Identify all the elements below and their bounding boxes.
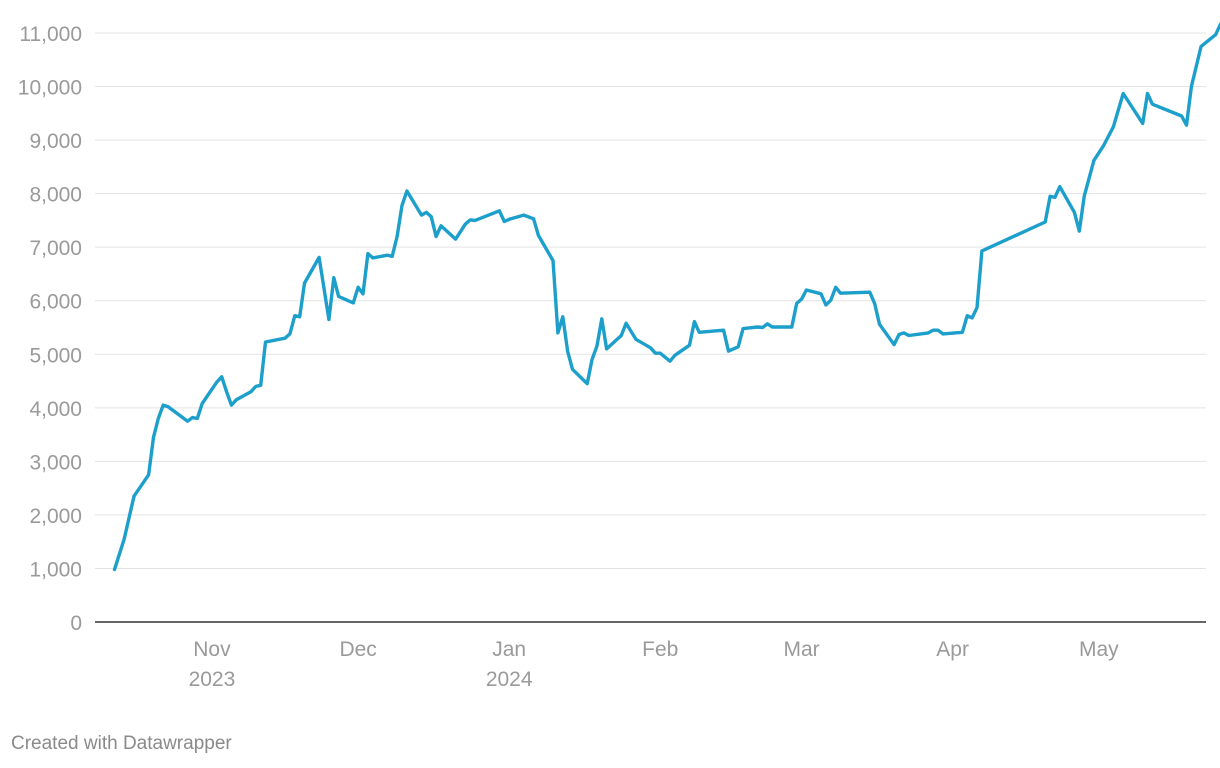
y-tick-label: 4,000 (29, 398, 82, 421)
x-tick-sublabel: 2024 (486, 668, 533, 691)
y-tick-label: 5,000 (29, 344, 82, 367)
y-tick-label: 0 (70, 612, 82, 635)
x-axis-tick-labels: Nov 2023 Dec Jan 2024 Feb Mar Apr May (189, 638, 1120, 691)
y-tick-label: 7,000 (29, 237, 82, 260)
y-tick-label: 11,000 (19, 23, 82, 46)
y-tick-label: 6,000 (29, 291, 82, 314)
x-tick-label: Nov (193, 638, 231, 661)
y-tick-label: 10,000 (18, 77, 82, 100)
datawrapper-credit: Created with Datawrapper (11, 733, 232, 754)
y-tick-label: 8,000 (29, 184, 82, 207)
y-tick-label: 9,000 (29, 130, 82, 153)
y-tick-label: 1,000 (29, 558, 82, 581)
gridlines (95, 32, 1206, 569)
x-tick-label: Feb (642, 638, 678, 661)
line-chart: 0 1,000 2,000 3,000 4,000 5,000 6,000 7,000 8,00… (18, 22, 1220, 691)
series-lines (112, 22, 1220, 572)
x-tick-label: Dec (339, 638, 376, 661)
x-tick-label: Mar (783, 638, 819, 661)
series-line (112, 22, 1220, 572)
y-tick-label: 2,000 (29, 505, 82, 528)
x-tick-label: May (1079, 638, 1119, 661)
x-tick-label: Jan (492, 638, 526, 661)
x-tick-sublabel: 2023 (189, 668, 236, 691)
x-tick-label: Apr (936, 638, 969, 661)
y-tick-label: 3,000 (29, 451, 82, 474)
y-axis-tick-labels: 0 1,000 2,000 3,000 4,000 5,000 6,000 7,000 8,00… (18, 23, 82, 635)
